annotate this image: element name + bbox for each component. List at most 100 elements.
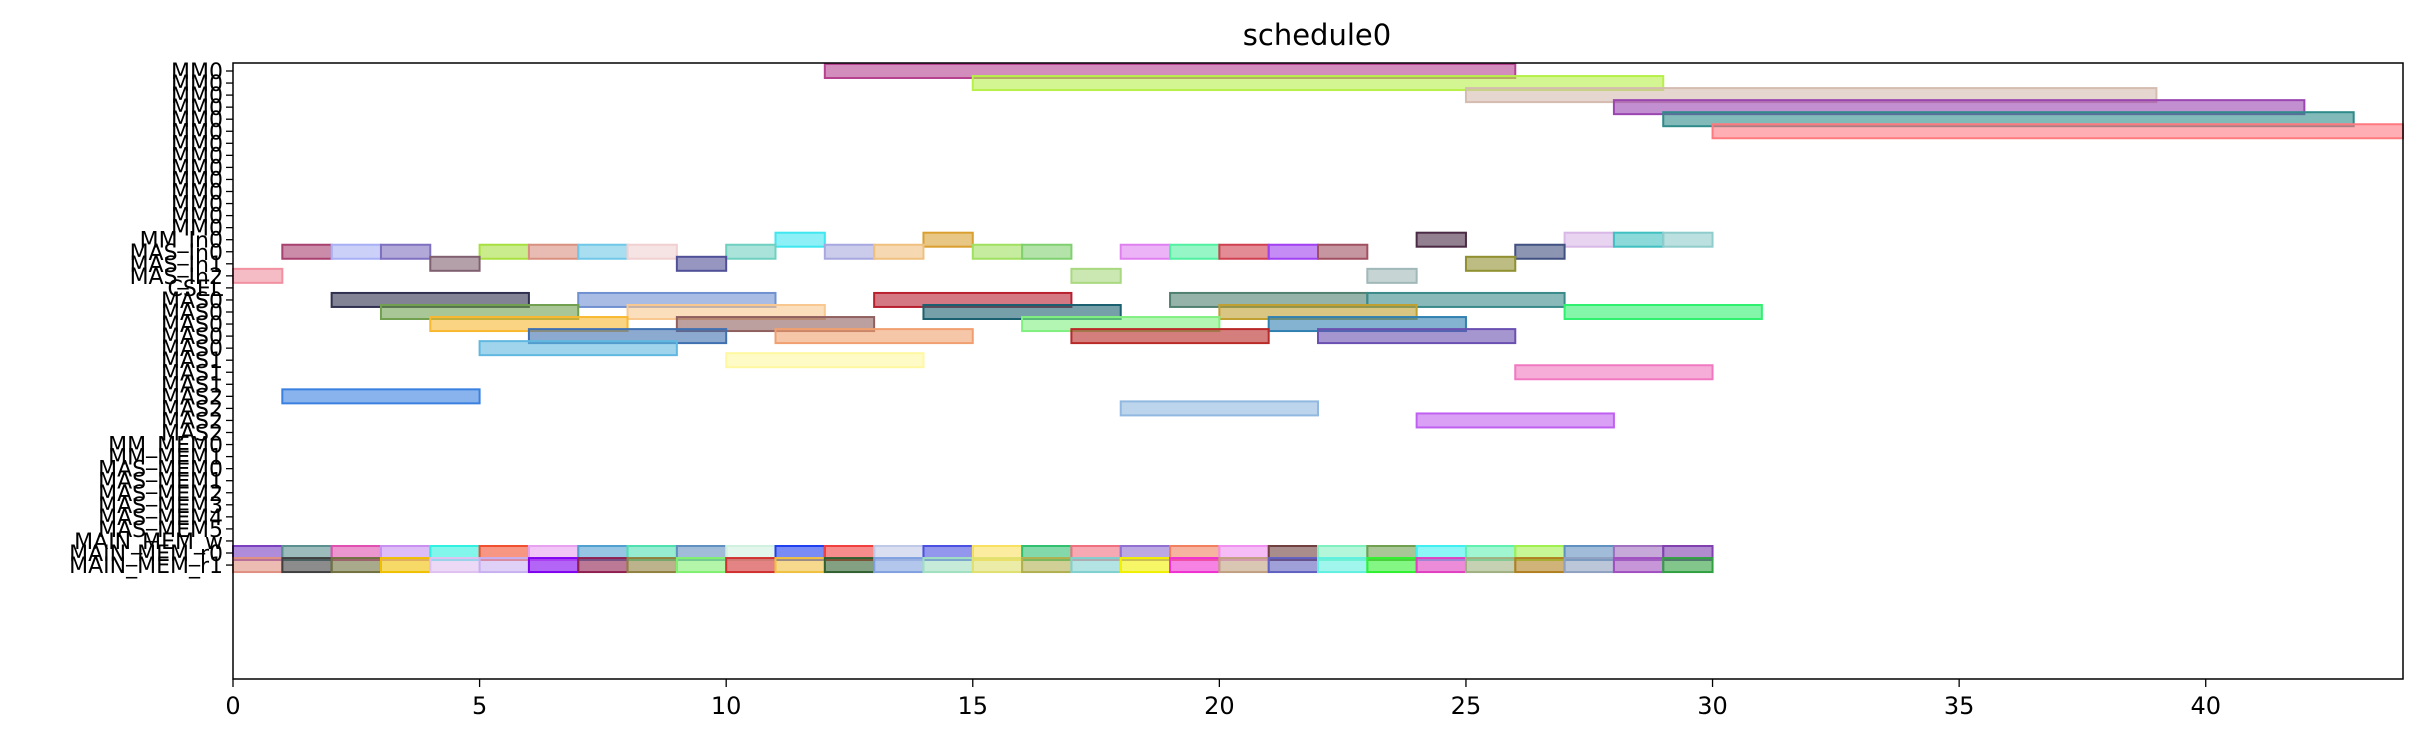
task-bar [725,352,925,369]
y-tick-label: MAS0 [161,325,223,350]
y-tick-label: MAS_In1 [130,253,223,278]
task-bar [1317,243,1369,260]
y-tick-label: MAS_In2 [130,265,223,290]
task-bar [577,557,629,574]
y-tick-label: MAS_In0 [130,241,223,266]
y-tick-label: MAS2 [161,385,223,410]
y-tick-label: MAS2 [161,409,223,434]
task-bar [1415,231,1467,248]
task-bar [922,557,974,574]
y-tick-label: MM0 [171,120,223,145]
task-bar [626,557,678,574]
task-bar [429,557,481,574]
task-bar [1514,243,1566,260]
task-bar [1267,243,1319,260]
y-tick-label: MAS_MEM3 [98,494,223,519]
y-tick-label: MAS_MEM5 [98,518,223,543]
task-bar [379,243,432,260]
task-bar [1563,304,1763,320]
y-tick-label: MM_MEM1 [108,446,223,471]
y-tick-label: MAIN_MEM_r0 [69,542,223,567]
y-tick-label: MM0 [171,108,223,133]
y-tick-label: MM0 [171,181,223,206]
y-tick-label: MAS2 [161,397,223,422]
y-tick-label: MAS1 [161,373,223,398]
task-bar [429,255,481,272]
task-bars [232,63,2404,574]
task-bar [330,243,382,260]
task-bar [281,557,333,574]
task-bar [1119,557,1172,574]
task-bar [675,255,728,272]
y-tick-label: MM0 [171,217,223,242]
task-bar [774,328,974,345]
task-bar [527,243,580,260]
y-tick-label: MAS0 [161,289,223,314]
task-bar [1366,291,1566,308]
task-bar [1169,243,1221,260]
y-tick-label: MM0 [171,193,223,218]
task-bar [1218,243,1270,260]
task-bar [379,557,432,574]
y-axis: MM0MM0MM0MM0MM0MM0MM0MM0MM0MM0MM0MM0MM0M… [69,60,233,579]
task-bar [675,557,728,574]
task-bar [1317,328,1517,345]
y-tick-label: MAS2 [161,422,223,447]
task-bar [281,388,481,405]
task-bar [725,557,777,574]
task-bar [626,243,678,260]
y-tick-label: MAS0 [161,301,223,326]
task-bar [823,557,876,574]
x-tick-label: 35 [1944,692,1975,720]
task-bar [823,243,876,260]
task-bar [1119,243,1172,260]
y-tick-label: MM0 [171,205,223,230]
task-bar [1366,557,1418,574]
task-bar [478,243,530,260]
task-bar [1119,400,1320,417]
x-tick-label: 40 [2190,692,2221,720]
y-tick-label: MAS_MEM2 [98,482,223,507]
x-tick-label: 15 [957,692,988,720]
task-bar [1317,557,1369,574]
y-tick-label: MAS_MEM0 [98,458,223,483]
y-tick-label: MAS0 [161,313,223,338]
task-bar [478,557,530,574]
task-bar [1464,255,1517,272]
task-bar [1563,557,1615,574]
task-bar [1563,231,1615,248]
y-tick-label: MM0 [171,84,223,109]
task-bar [873,243,925,260]
task-bar [232,267,284,284]
x-tick-label: 30 [1697,692,1728,720]
y-tick-label: MAS1 [161,349,223,374]
task-bar [774,557,826,574]
x-tick-label: 25 [1451,692,1482,720]
task-bar [1662,557,1714,574]
task-bar [1415,412,1615,429]
task-bar [1366,267,1418,284]
y-tick-label: MM0 [171,168,223,193]
task-bar [1021,557,1073,574]
x-tick-label: 10 [711,692,742,720]
task-bar [281,243,333,260]
y-tick-label: MM0 [171,156,223,181]
x-tick-label: 5 [472,692,487,720]
task-bar [1662,231,1714,248]
y-tick-label: MAS0 [161,337,223,362]
task-bar [1514,557,1566,574]
task-bar [1070,328,1270,345]
task-bar [1070,557,1122,574]
x-tick-label: 0 [225,692,240,720]
task-bar [1415,557,1467,574]
y-tick-label: MM0 [171,132,223,157]
y-tick-label: MM_In0 [140,229,223,254]
task-bar [1267,557,1319,574]
y-tick-label: MM0 [171,72,223,97]
y-tick-label: MM0 [171,60,223,85]
task-bar [1021,243,1073,260]
x-axis: 0 5 10 15 20 25 30 35 40 [225,679,2221,720]
y-tick-label: MAIN_MEM_w [74,530,223,555]
task-bar [478,340,678,357]
